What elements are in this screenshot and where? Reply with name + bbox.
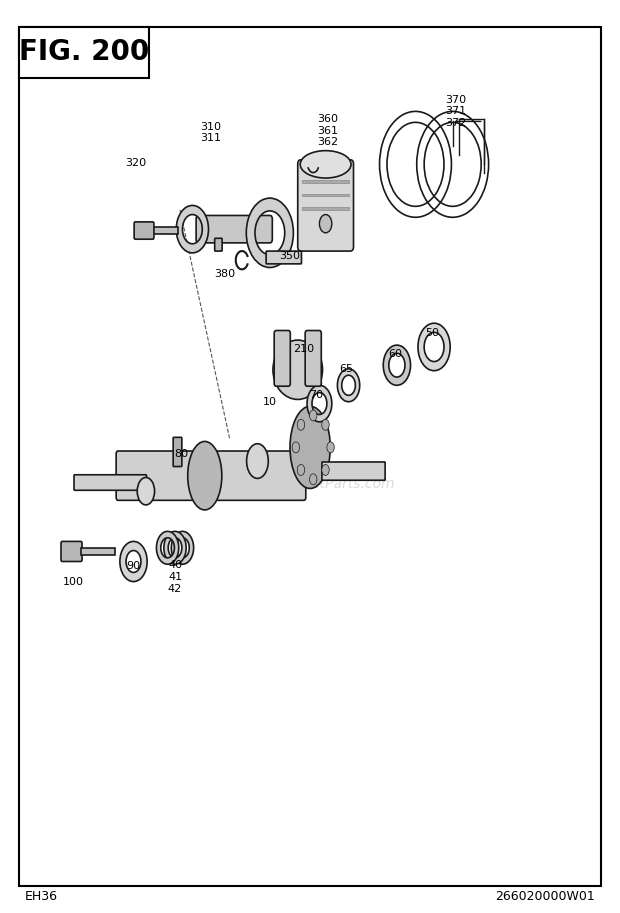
Circle shape (327, 442, 334, 453)
FancyBboxPatch shape (274, 331, 290, 386)
Circle shape (322, 419, 329, 430)
FancyBboxPatch shape (74, 475, 146, 490)
Text: 310
311: 310 311 (200, 121, 221, 143)
Circle shape (309, 474, 317, 485)
Bar (19, 27, 149, 78)
Text: 100: 100 (63, 577, 84, 586)
Text: FIG. 200: FIG. 200 (19, 38, 149, 67)
Text: 50: 50 (425, 329, 439, 338)
FancyBboxPatch shape (322, 462, 385, 480)
Text: 370
371
372: 370 371 372 (445, 95, 466, 128)
Circle shape (309, 410, 317, 421)
Bar (302, 207, 349, 210)
Ellipse shape (188, 442, 222, 509)
Ellipse shape (273, 341, 322, 400)
Text: 65: 65 (339, 364, 353, 373)
Ellipse shape (137, 477, 154, 505)
FancyBboxPatch shape (134, 222, 154, 239)
Circle shape (297, 419, 304, 430)
Bar (302, 194, 349, 196)
Bar (302, 180, 349, 183)
Text: EH36: EH36 (25, 890, 58, 903)
Text: 70: 70 (309, 391, 324, 400)
Ellipse shape (319, 215, 332, 233)
Text: 60: 60 (389, 350, 402, 359)
FancyBboxPatch shape (196, 215, 272, 243)
Text: 350: 350 (279, 251, 300, 260)
Text: 320: 320 (125, 158, 146, 167)
Circle shape (297, 465, 304, 476)
Bar (81, 548, 115, 555)
FancyBboxPatch shape (61, 541, 82, 561)
FancyBboxPatch shape (116, 451, 306, 500)
Text: 10: 10 (263, 397, 277, 406)
FancyBboxPatch shape (305, 331, 321, 386)
FancyBboxPatch shape (298, 160, 353, 251)
Ellipse shape (300, 151, 351, 178)
Text: eReplacementParts.com: eReplacementParts.com (226, 477, 395, 491)
Ellipse shape (290, 406, 330, 488)
FancyBboxPatch shape (173, 437, 182, 467)
Ellipse shape (247, 444, 268, 478)
Text: 210: 210 (293, 344, 314, 353)
Bar (153, 227, 177, 234)
Text: 80: 80 (174, 449, 188, 458)
Text: 266020000W01: 266020000W01 (495, 890, 595, 903)
FancyBboxPatch shape (266, 251, 301, 264)
Circle shape (322, 465, 329, 476)
Text: 360
361
362: 360 361 362 (317, 114, 338, 147)
Text: 90: 90 (126, 561, 141, 571)
Text: 40
41
42: 40 41 42 (168, 561, 182, 593)
FancyBboxPatch shape (215, 238, 222, 251)
Circle shape (292, 442, 299, 453)
Text: 380: 380 (214, 269, 235, 278)
